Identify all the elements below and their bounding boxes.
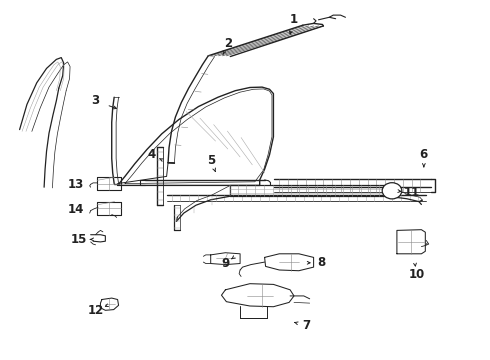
Text: 8: 8: [317, 256, 325, 269]
Text: 10: 10: [408, 268, 425, 281]
Text: 9: 9: [221, 257, 229, 270]
Ellipse shape: [382, 183, 402, 199]
Text: 5: 5: [207, 154, 215, 167]
Text: 2: 2: [224, 37, 232, 50]
Text: 15: 15: [70, 233, 87, 246]
Text: 3: 3: [92, 94, 99, 107]
Text: 12: 12: [87, 304, 104, 317]
Text: 13: 13: [68, 178, 84, 191]
Text: 6: 6: [420, 148, 428, 161]
Text: 14: 14: [68, 203, 84, 216]
Text: 11: 11: [403, 186, 420, 199]
Text: 7: 7: [302, 319, 310, 332]
Text: 1: 1: [290, 13, 298, 26]
Text: 4: 4: [148, 148, 156, 161]
